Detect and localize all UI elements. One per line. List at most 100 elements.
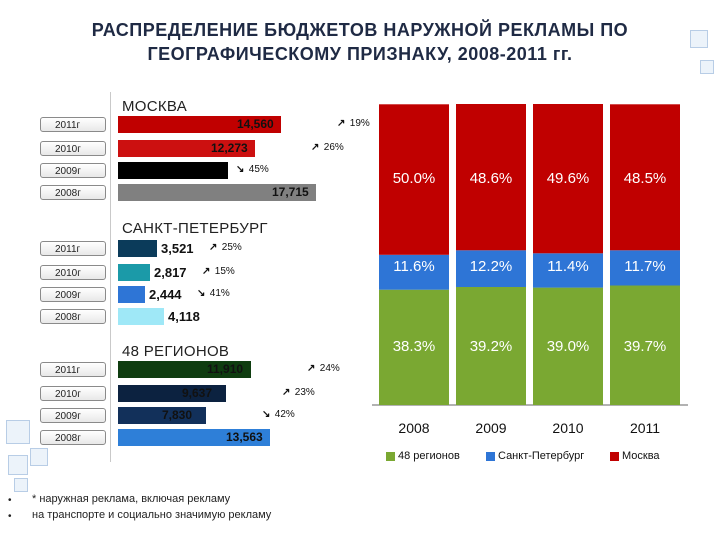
change-value: 42%: [272, 409, 295, 420]
data-bar: [118, 308, 164, 325]
year-label: 2009г: [40, 163, 106, 178]
data-bar: [118, 162, 228, 179]
data-bar: [118, 184, 316, 201]
year-label: 2009г: [40, 287, 106, 302]
change-label: ↗ 15%: [202, 266, 235, 277]
legend-item: Санкт-Петербург: [486, 450, 584, 462]
footnote-line-1: * наружная реклама, включая рекламу: [32, 493, 231, 505]
change-value: 26%: [321, 142, 344, 153]
data-bar: [118, 286, 145, 303]
bullet-marker: •: [8, 495, 12, 506]
year-label: 2008г: [40, 185, 106, 200]
change-value: 23%: [292, 387, 315, 398]
value-label: 13,563: [226, 430, 263, 444]
arrow-down-icon: ↘: [262, 409, 271, 420]
bullet-marker: •: [8, 511, 12, 522]
year-label: 2008г: [40, 430, 106, 445]
data-bar: [118, 264, 150, 281]
segment-value-label: 39.2%: [469, 338, 513, 355]
change-label: ↗ 25%: [209, 242, 242, 253]
decorative-square: [30, 448, 48, 466]
decorative-square: [700, 60, 714, 74]
change-value: 19%: [347, 118, 370, 129]
value-label: 2,444: [149, 287, 182, 302]
legend-swatch: [386, 451, 395, 461]
change-label: ↗ 24%: [307, 363, 340, 374]
year-label: 2011г: [40, 117, 106, 132]
change-value: 15%: [212, 266, 235, 277]
decorative-square: [8, 455, 28, 475]
data-bar: [118, 385, 226, 402]
arrow-up-icon: ↗: [282, 387, 291, 398]
change-label: ↗ 23%: [282, 387, 315, 398]
year-label: 2010г: [40, 386, 106, 401]
year-label: 2010г: [40, 141, 106, 156]
value-label: 14,560: [237, 117, 274, 131]
change-label: ↘ 42%: [262, 409, 295, 420]
legend-swatch: [486, 451, 495, 461]
year-label: 2011г: [40, 362, 106, 377]
legend-item: Москва: [610, 450, 660, 462]
segment-value-label: 48.5%: [623, 170, 667, 187]
title-line-1: РАСПРЕДЕЛЕНИЕ БЮДЖЕТОВ НАРУЖНОЙ РЕКЛАМЫ …: [91, 20, 629, 40]
data-bar: [118, 429, 270, 446]
value-label: 3,521: [161, 241, 194, 256]
year-label: 2011г: [40, 241, 106, 256]
change-label: ↗ 19%: [337, 118, 370, 129]
x-tick-label: 2009: [475, 420, 507, 436]
legend-swatch: [610, 451, 619, 461]
year-label: 2009г: [40, 408, 106, 423]
decorative-square: [690, 30, 708, 48]
data-bar: [118, 240, 157, 257]
title-line-2: ГЕОГРАФИЧЕСКОМУ ПРИЗНАКУ, 2008-2011 гг.: [147, 44, 573, 64]
arrow-up-icon: ↗: [209, 242, 218, 253]
legend-label: Санкт-Петербург: [498, 450, 585, 462]
value-label: 17,715: [272, 185, 309, 199]
section-title: 48 РЕГИОНОВ: [122, 343, 230, 360]
decorative-square: [6, 420, 30, 444]
value-label: 9,637: [182, 386, 213, 400]
arrow-up-icon: ↗: [311, 142, 320, 153]
data-bar: [118, 140, 255, 157]
arrow-up-icon: ↗: [337, 118, 346, 129]
change-value: 45%: [246, 164, 269, 175]
value-label: 4,118: [168, 309, 200, 324]
arrow-down-icon: ↘: [197, 288, 206, 299]
change-value: 25%: [219, 242, 242, 253]
year-label: 2010г: [40, 265, 106, 280]
value-label: 2,817: [154, 265, 187, 280]
section-title: МОСКВА: [122, 98, 188, 115]
segment-value-label: 49.6%: [546, 170, 590, 187]
year-label: 2008г: [40, 309, 106, 324]
data-bar: [118, 361, 251, 378]
segment-value-label: 38.3%: [392, 338, 436, 355]
change-label: ↗ 26%: [311, 142, 344, 153]
change-value: 24%: [317, 363, 340, 374]
arrow-up-icon: ↗: [307, 363, 316, 374]
legend-label: Москва: [622, 450, 660, 462]
change-label: ↘ 41%: [197, 288, 230, 299]
panel-divider: [110, 92, 111, 462]
decorative-square: [14, 478, 28, 492]
value-label: 12,273: [211, 141, 248, 155]
segment-value-label: 11.6%: [393, 258, 435, 275]
change-value: 41%: [207, 288, 230, 299]
value-label: 7,830: [162, 408, 193, 422]
x-tick-label: 2011: [629, 420, 661, 436]
segment-value-label: 50.0%: [392, 170, 436, 187]
data-bar: [118, 407, 206, 424]
section-title: САНКТ-ПЕТЕРБУРГ: [122, 220, 268, 237]
arrow-up-icon: ↗: [202, 266, 211, 277]
legend-label: 48 регионов: [398, 450, 460, 462]
value-label: 11,910: [207, 362, 244, 376]
segment-value-label: 11.4%: [547, 258, 589, 275]
change-label: ↘ 45%: [236, 164, 269, 175]
x-tick-label: 2008: [398, 420, 430, 436]
page-title: РАСПРЕДЕЛЕНИЕ БЮДЖЕТОВ НАРУЖНОЙ РЕКЛАМЫ …: [0, 18, 720, 66]
segment-value-label: 12.2%: [469, 258, 513, 275]
data-bar: [118, 116, 281, 133]
legend-item: 48 регионов: [386, 450, 460, 462]
footnote-line-2: на транспорте и социально значимую рекла…: [32, 509, 272, 521]
x-tick-label: 2010: [552, 420, 584, 436]
segment-value-label: 11.7%: [624, 258, 666, 275]
